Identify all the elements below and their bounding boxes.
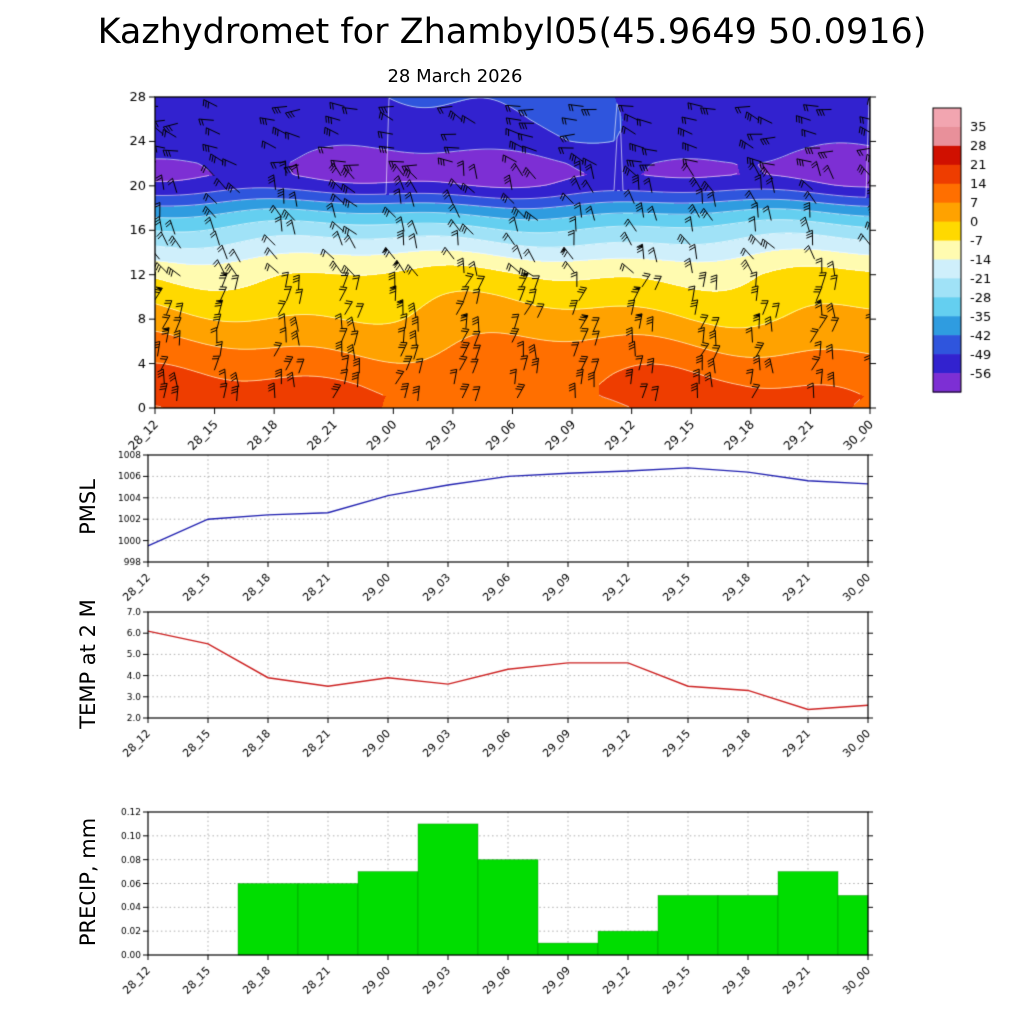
precip-chart — [95, 805, 915, 1020]
temp-2m-chart — [95, 605, 915, 765]
pmsl-chart — [95, 448, 915, 608]
date-subtitle: 28 March 2026 — [387, 66, 523, 87]
temperature-colorbar — [925, 100, 1024, 410]
wind-temperature-cross-section-chart — [95, 88, 935, 460]
page-title: Kazhydromet for Zhambyl05(45.9649 50.091… — [97, 12, 927, 52]
